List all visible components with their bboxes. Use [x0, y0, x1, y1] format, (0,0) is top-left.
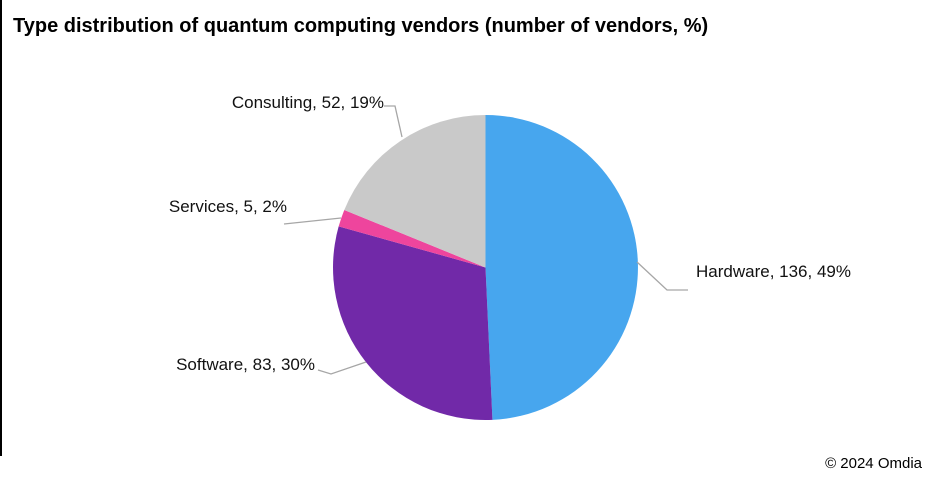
leader-line-consulting [384, 105, 403, 138]
pie-slice-consulting [344, 115, 486, 268]
copyright-notice: © 2024 Omdia [825, 455, 922, 472]
leader-line-services [283, 217, 342, 225]
data-label-services: Services, 5, 2% [168, 197, 287, 216]
data-label-hardware: Hardware, 136, 49% [696, 262, 851, 281]
page-left-border [0, 0, 2, 456]
pie-slice-hardware [485, 115, 638, 420]
leader-line-software [317, 361, 367, 375]
leader-lines [283, 105, 688, 375]
pie-slices [333, 115, 638, 420]
pie-slice-software [333, 226, 493, 420]
leader-line-hardware [636, 261, 688, 291]
chart-title: Type distribution of quantum computing v… [13, 15, 709, 37]
data-label-software: Software, 83, 30% [176, 355, 315, 374]
pie-slice-services [338, 209, 486, 268]
data-label-consulting: Consulting, 52, 19% [231, 93, 384, 112]
